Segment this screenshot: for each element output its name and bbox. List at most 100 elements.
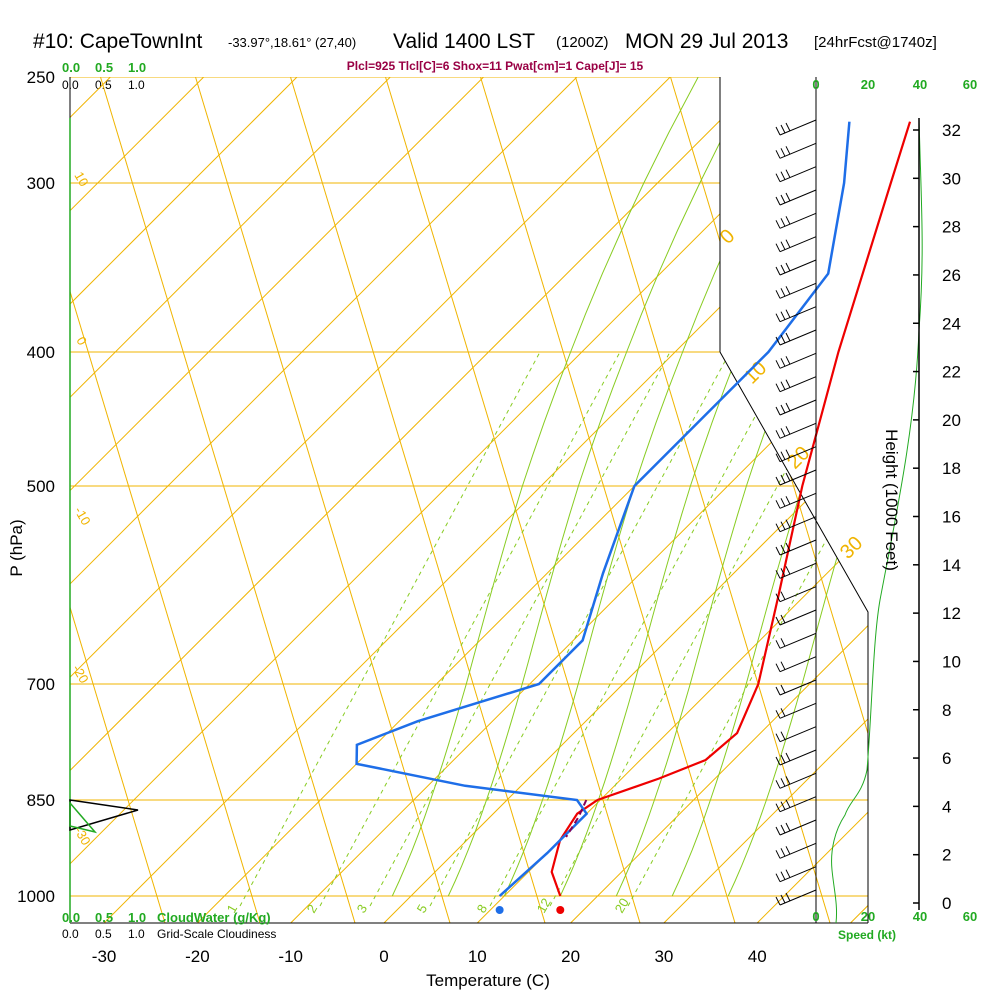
isotherm-line	[70, 77, 671, 923]
height-tick-label: 10	[942, 652, 961, 671]
temperature-tick-label: 10	[468, 947, 487, 966]
height-tick-label: 20	[942, 411, 961, 430]
dry-adiabat-line	[860, 77, 868, 923]
moist-adiabat-line	[727, 77, 868, 897]
title-forecast: [24hrFcst@1740z]	[814, 34, 937, 51]
surface-temperature-marker	[556, 906, 565, 914]
title-coords: -33.97°,18.61° (27,40)	[228, 35, 356, 50]
wind-barb	[775, 516, 817, 533]
mixing-ratio-label: 8	[474, 902, 491, 916]
isotherm-line	[103, 77, 868, 923]
height-tick-label: 2	[942, 846, 951, 865]
wind-barb	[775, 796, 817, 813]
mixing-ratio-line	[239, 351, 541, 907]
speed-bot-0: 0	[812, 909, 819, 924]
gc-label: Grid-Scale Cloudiness	[157, 927, 276, 941]
speed-top-1: 20	[861, 77, 875, 92]
wind-barb	[775, 212, 817, 229]
top-scale-black: 0.0 0.5 1.0	[62, 78, 145, 92]
isotherm-line	[850, 77, 868, 923]
pressure-axis: 250 300 400 500 700 850 1000	[17, 68, 55, 906]
wind-barb	[775, 609, 817, 626]
gc-tick-1: 0.5	[95, 927, 112, 941]
height-tick-label: 14	[942, 556, 961, 575]
wind-barb	[775, 726, 817, 743]
pressure-tick-label: 250	[27, 68, 55, 87]
isotherm-label: 10	[71, 169, 91, 189]
cw-tick-1: 0.5	[95, 910, 113, 925]
wind-barb	[775, 376, 817, 393]
isotherm-line	[197, 77, 868, 923]
wind-barb	[775, 586, 817, 603]
wind-barb	[775, 189, 817, 206]
height-tick-label: 12	[942, 604, 961, 623]
dry-adiabat-line	[480, 77, 736, 923]
speed-bot-3: 60	[963, 909, 977, 924]
series-group	[355, 121, 912, 914]
height-tick-label: 24	[942, 314, 961, 333]
mixing-ratio-line	[429, 351, 731, 907]
mixing-ratio-line	[489, 351, 791, 907]
wind-barb	[775, 772, 817, 789]
cw-tick-2: 1.0	[128, 910, 146, 925]
speed-top-3: 60	[963, 77, 977, 92]
plot-outline	[69, 77, 869, 924]
moist-adiabat-line	[503, 77, 811, 897]
isotherm-label: 30	[836, 532, 867, 563]
isotherm-line	[570, 77, 868, 923]
wind-barb	[775, 446, 817, 463]
indices-line: Plcl=925 Tlcl[C]=6 Shox=11 Pwat[cm]=1 Ca…	[347, 59, 644, 73]
dewpoint-line	[355, 121, 851, 897]
top-green-2: 1.0	[128, 60, 146, 75]
surface-dewpoint-marker	[495, 906, 504, 914]
isotherm-line	[290, 77, 868, 923]
wind-panel	[775, 77, 817, 923]
height-tick-label: 30	[942, 169, 961, 188]
wind-barb	[775, 702, 817, 719]
mixing-ratio-line	[627, 351, 868, 907]
height-tick-label: 0	[942, 894, 951, 913]
wind-barb	[775, 352, 817, 369]
temperature-tick-label: 30	[654, 947, 673, 966]
isotherm-line	[476, 77, 868, 923]
wind-barb	[775, 422, 817, 439]
height-tick-label: 18	[942, 459, 961, 478]
isotherm-label: -20	[69, 662, 91, 686]
wind-barb	[775, 492, 817, 509]
isotherm-line	[383, 77, 868, 923]
x-axis-label: Temperature (C)	[426, 971, 550, 990]
moist-adiabat-line	[391, 77, 699, 897]
wind-barb	[775, 889, 817, 906]
isotherm-label: 10	[740, 357, 771, 388]
wind-barb	[775, 632, 817, 649]
height-tick-label: 28	[942, 218, 961, 237]
y-axis-label: P (hPa)	[7, 519, 26, 576]
mixing-ratio-label: 12	[534, 895, 554, 915]
wind-barb	[775, 236, 817, 253]
temperature-tick-label: -30	[92, 947, 117, 966]
speed-bot-2: 40	[913, 909, 927, 924]
wind-barb	[775, 399, 817, 416]
height-tick-label: 6	[942, 749, 951, 768]
height-tick-label: 4	[942, 797, 951, 816]
dry-adiabat-line	[290, 77, 546, 923]
title-zulu: (1200Z)	[556, 34, 609, 51]
pressure-tick-label: 500	[27, 477, 55, 496]
title-valid: Valid 1400 LST	[393, 30, 535, 53]
wind-barb	[775, 119, 817, 136]
temperature-tick-label: -20	[185, 947, 210, 966]
height-axis-label: Height (1000 Feet)	[882, 429, 901, 571]
top-black-2: 1.0	[128, 78, 145, 92]
speed-top-2: 40	[913, 77, 927, 92]
isotherm-line	[70, 77, 391, 923]
wind-barb	[775, 306, 817, 323]
top-black-0: 0.0	[62, 78, 79, 92]
pressure-tick-label: 300	[27, 174, 55, 193]
wind-barb	[775, 282, 817, 299]
top-scale-green: 0.0 0.5 1.0	[62, 60, 146, 75]
wind-barb	[775, 469, 817, 486]
isotherm-label: -10	[71, 504, 93, 528]
title-date: MON 29 Jul 2013	[625, 30, 788, 53]
pressure-tick-label: 700	[27, 675, 55, 694]
